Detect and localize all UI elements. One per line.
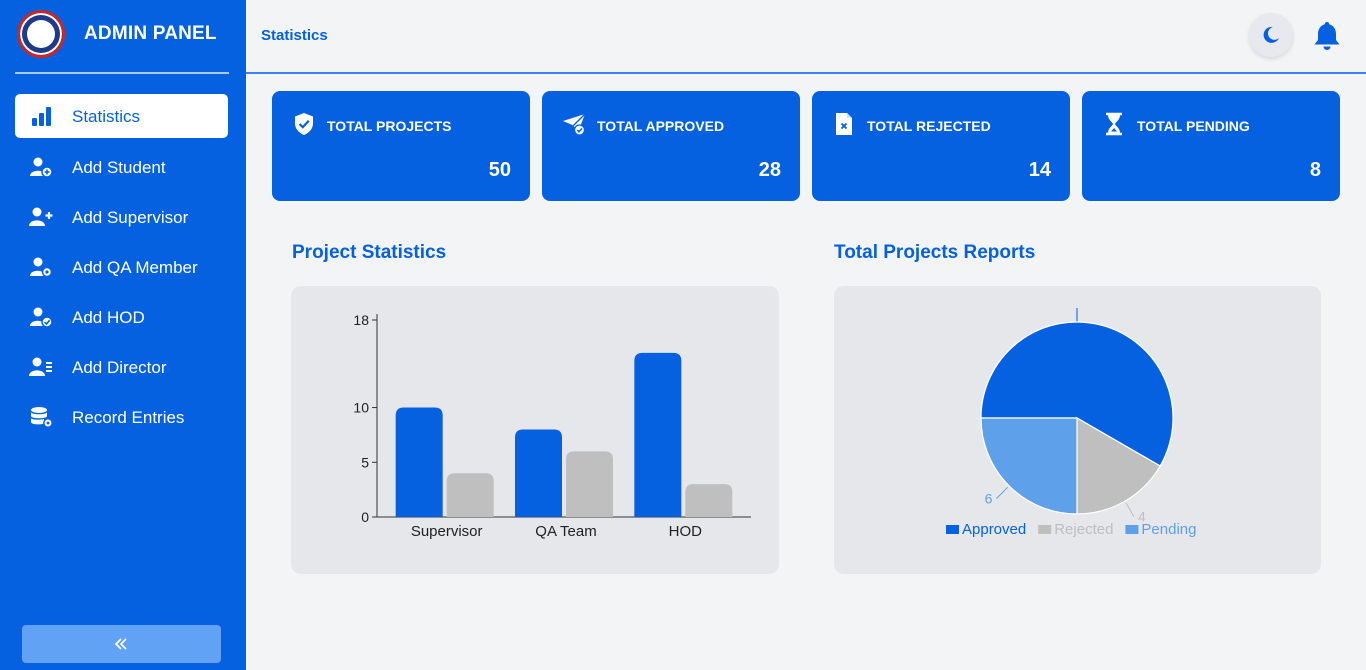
sidebar-item-add-director[interactable]: Add Director <box>15 345 228 389</box>
card-total-rejected: TOTAL REJECTED 14 <box>812 91 1070 201</box>
sidebar-item-add-student[interactable]: Add Student <box>15 145 228 189</box>
sidebar: ADMIN PANEL Statistics Add Student Add S… <box>0 0 246 670</box>
legend-label: Rejected <box>1054 521 1113 538</box>
y-tick-label: 10 <box>353 400 369 416</box>
user-plus-icon <box>29 207 53 226</box>
theme-toggle-button[interactable] <box>1249 13 1293 57</box>
bar-chart-panel: 0 5 10 18 Supervisor QA Team HOD <box>291 286 779 574</box>
brand: ADMIN PANEL <box>0 0 246 70</box>
x-tick-label: Supervisor <box>411 523 483 540</box>
bar <box>446 473 494 517</box>
pie-chart: 4 6 Approved Rejected Pending <box>946 308 1196 538</box>
user-check-icon <box>30 307 53 328</box>
card-total-approved: TOTAL APPROVED 28 <box>542 91 800 201</box>
slice-value-label: 4 <box>1138 509 1146 525</box>
user-list-icon <box>29 357 52 376</box>
sidebar-item-statistics[interactable]: Statistics <box>15 94 228 138</box>
bar-chart-icon <box>32 107 51 126</box>
bar-chart: 0 5 10 18 Supervisor QA Team HOD <box>353 312 751 540</box>
legend-swatch <box>946 525 959 534</box>
brand-divider <box>15 72 229 74</box>
bar <box>685 484 733 517</box>
legend-swatch <box>1038 525 1052 534</box>
card-label: TOTAL PROJECTS <box>327 118 452 134</box>
sidebar-item-label: Statistics <box>72 107 141 126</box>
sidebar-item-label: Add Supervisor <box>72 208 189 227</box>
collapse-sidebar-button[interactable] <box>22 625 221 663</box>
card-value: 14 <box>1028 159 1051 181</box>
card-value: 8 <box>1309 159 1321 181</box>
x-tick-label: HOD <box>669 523 703 540</box>
sidebar-item-record-entries[interactable]: Record Entries <box>15 395 228 439</box>
card-total-pending: TOTAL PENDING 8 <box>1082 91 1340 201</box>
paper-plane-check-icon <box>563 113 586 136</box>
page-title: Statistics <box>261 27 328 44</box>
shield-check-icon <box>295 113 313 135</box>
card-value: 50 <box>488 159 511 181</box>
legend-label: Pending <box>1141 521 1196 538</box>
bar <box>634 352 682 517</box>
pie-chart-panel: 4 6 Approved Rejected Pending <box>834 286 1321 574</box>
user-gear-icon <box>30 257 53 278</box>
card-label: TOTAL APPROVED <box>597 118 725 134</box>
y-tick-label: 5 <box>361 454 369 470</box>
legend-swatch <box>1125 525 1139 534</box>
slice-leader <box>996 486 1009 499</box>
card-total-projects: TOTAL PROJECTS 50 <box>272 91 530 201</box>
x-tick-label: QA Team <box>535 523 596 540</box>
moon-icon <box>1263 26 1279 43</box>
sidebar-item-label: Add Student <box>72 158 166 177</box>
card-value: 28 <box>758 159 781 181</box>
user-add-icon <box>30 157 53 178</box>
slice-value-label: 6 <box>985 491 993 507</box>
hourglass-icon <box>1106 112 1122 136</box>
top-header: Statistics <box>246 0 1366 74</box>
brand-title: ADMIN PANEL <box>84 23 217 44</box>
sidebar-item-add-hod[interactable]: Add HOD <box>15 295 228 339</box>
card-label: TOTAL REJECTED <box>867 118 991 134</box>
university-logo <box>17 10 65 58</box>
double-chevron-left-icon <box>114 638 127 650</box>
bell-icon[interactable] <box>1313 20 1341 52</box>
bar <box>566 451 613 517</box>
y-tick-label: 18 <box>353 312 369 328</box>
total-reports-title: Total Projects Reports <box>834 242 1036 263</box>
sidebar-item-add-qa-member[interactable]: Add QA Member <box>15 245 228 289</box>
project-statistics-title: Project Statistics <box>292 242 447 263</box>
pie-slice <box>980 417 1078 515</box>
database-gear-icon <box>31 407 53 428</box>
pie-slice <box>1076 416 1161 515</box>
sidebar-item-label: Add HOD <box>72 308 145 327</box>
y-tick-label: 0 <box>361 509 369 525</box>
pie-slice <box>980 321 1174 467</box>
bar <box>515 429 562 517</box>
sidebar-item-add-supervisor[interactable]: Add Supervisor <box>15 195 228 239</box>
legend-label: Approved <box>962 521 1026 538</box>
sidebar-item-label: Add QA Member <box>72 258 198 277</box>
file-x-icon <box>836 113 852 135</box>
sidebar-item-label: Add Director <box>72 358 167 377</box>
slice-leader <box>1125 502 1135 517</box>
sidebar-item-label: Record Entries <box>72 408 185 427</box>
bar <box>395 407 443 517</box>
card-label: TOTAL PENDING <box>1137 118 1250 134</box>
